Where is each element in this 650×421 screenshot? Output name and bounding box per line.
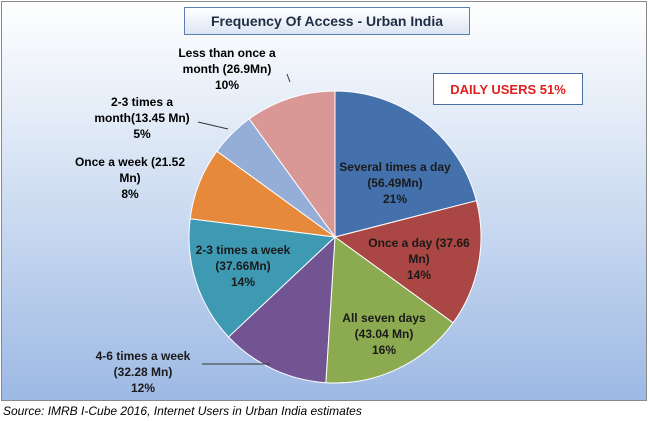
slice-label-4-6-times-a-week: 4-6 times a week (32.28 Mn) 12% <box>95 349 191 395</box>
slice-label-once-a-week: Once a week (21.52 Mn) 8% <box>74 155 186 201</box>
slice-label-2-3-times-a-week: 2-3 times a week (37.66Mn) 14% <box>195 243 291 289</box>
slice-label-once-a-day: Once a day (37.66 Mn) 14% <box>368 236 470 282</box>
pie-slice-less-than-once-a-month <box>248 90 336 239</box>
chart-title: Frequency Of Access - Urban India <box>184 7 470 35</box>
pie-slice-4-6-times-a-week <box>227 235 336 384</box>
chart-area: Frequency Of Access - Urban India DAILY … <box>1 1 647 401</box>
slice-label-several-times-a-day: Several times a day (56.49Mn) 21% <box>339 160 451 206</box>
pie-slice-once-a-day <box>333 200 482 324</box>
slice-label-2-3-times-a-month: 2-3 times a month(13.45 Mn) 5% <box>94 95 190 141</box>
pie-slice-2-3-times-a-week <box>188 218 337 338</box>
pie-chart <box>188 73 482 384</box>
pie-slice-all-seven-days <box>325 236 454 384</box>
slice-label-all-seven-days: All seven days (43.04 Mn) 16% <box>342 311 426 357</box>
pie-slice-several-times-a-day <box>334 90 478 238</box>
daily-users-callout: DAILY USERS 51% <box>433 73 583 105</box>
slice-label-less-than-once-a-month: Less than once a month (26.9Mn) 10% <box>178 46 276 92</box>
leader-line-2-3-times-a-month <box>197 121 229 130</box>
source-note: Source: IMRB I-Cube 2016, Internet Users… <box>3 404 362 418</box>
leader-line-less-than-once-a-month <box>286 73 291 83</box>
